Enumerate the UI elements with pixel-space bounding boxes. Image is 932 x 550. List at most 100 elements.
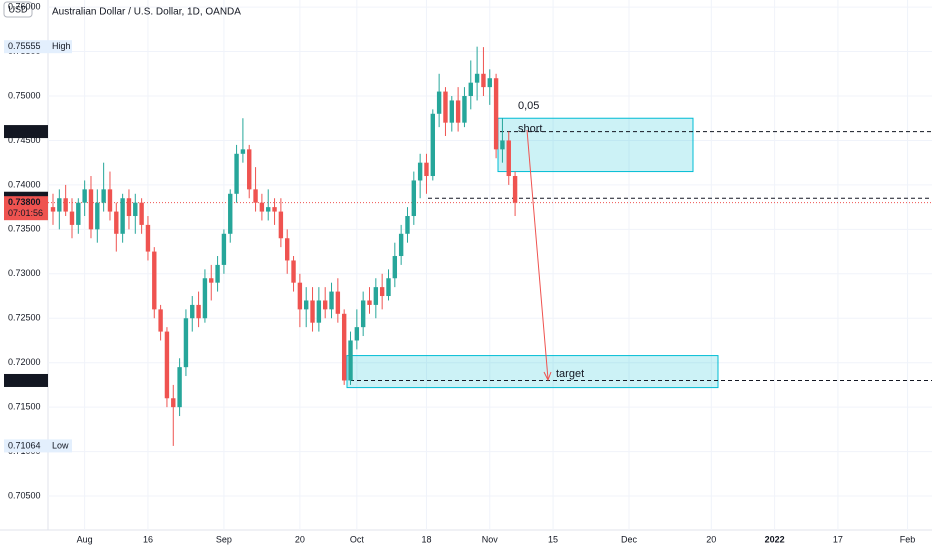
candle-body: [221, 233, 227, 265]
trend-arrow: [526, 129, 549, 380]
price-label-box: [4, 125, 48, 139]
candle-body: [209, 278, 214, 283]
currency: USD: [8, 4, 28, 14]
candle-body: [139, 202, 144, 225]
candle-body: [253, 189, 258, 203]
candle-body: [152, 251, 157, 310]
candle-body: [82, 189, 87, 203]
price-label-box: [4, 40, 48, 54]
price-label: 0.73800: [8, 197, 41, 207]
candle-body: [335, 291, 341, 314]
candle-body: [272, 207, 277, 212]
y-tick-label: 0.75000: [8, 90, 41, 100]
candle-body: [462, 96, 467, 123]
candle-body: [297, 282, 303, 310]
x-tick-label: 2022: [765, 534, 785, 544]
candle-body: [234, 153, 239, 194]
candle-body: [145, 224, 151, 252]
price-label: 0.74600: [8, 126, 41, 136]
candle-body: [348, 340, 353, 381]
price-tag-box: [48, 439, 72, 453]
candle-body: [360, 300, 366, 328]
x-tick-label: Feb: [900, 534, 916, 544]
candle-body: [107, 189, 113, 212]
candle-body: [316, 300, 322, 323]
candle-body: [468, 82, 473, 97]
y-tick-label: 0.70500: [8, 490, 41, 500]
candle-body: [215, 264, 220, 283]
candle-body: [158, 309, 163, 332]
candle-body: [310, 300, 315, 323]
y-tick-label: 0.73000: [8, 268, 41, 278]
x-tick-label: Dec: [621, 534, 638, 544]
candle-body: [190, 304, 195, 319]
candle-body: [506, 140, 511, 177]
y-tick-label: 0.74500: [8, 135, 41, 145]
candle-body: [240, 149, 246, 154]
candle-body: [487, 78, 492, 88]
x-tick-label: Nov: [482, 534, 499, 544]
annotation: target: [556, 368, 584, 380]
candle-body: [133, 202, 138, 217]
candle-body: [266, 207, 271, 212]
price-tag: High: [52, 41, 71, 51]
candle-body: [183, 318, 189, 368]
x-tick-label: Sep: [216, 534, 232, 544]
candle-body: [411, 180, 417, 217]
candle-body: [114, 211, 119, 234]
currency-badge[interactable]: [3, 1, 33, 18]
x-tick-label: 20: [295, 534, 305, 544]
candle-body: [247, 149, 252, 190]
candle-body: [171, 398, 176, 408]
y-tick-label: 0.71500: [8, 402, 41, 412]
candle-body: [88, 189, 94, 230]
candle-body: [341, 313, 347, 381]
annotation: short: [518, 123, 542, 135]
arrow-head: [543, 371, 552, 382]
x-tick-label: 18: [421, 534, 431, 544]
candle-body: [69, 211, 75, 225]
x-tick-label: 16: [143, 534, 153, 544]
candle-body: [405, 216, 410, 234]
candle-body: [278, 211, 284, 239]
candle-body: [259, 202, 265, 212]
y-tick-label: 0.73500: [8, 224, 41, 234]
chart-title: Australian Dollar / U.S. Dollar, 1D, OAN…: [52, 7, 241, 18]
candle-body: [291, 260, 296, 283]
candle-body: [202, 278, 208, 319]
candle-body: [481, 73, 486, 88]
candle-body: [512, 176, 518, 203]
candle-body: [76, 202, 81, 225]
price-label-box: [4, 196, 48, 221]
candle-body: [354, 327, 360, 341]
candle-body: [329, 291, 334, 310]
candle-body: [120, 198, 125, 234]
candle-body: [196, 304, 201, 319]
price-label: 0.71800: [8, 375, 41, 385]
candle-body: [443, 91, 448, 123]
y-tick-label: 0.76000: [8, 1, 41, 11]
candle-body: [436, 91, 442, 114]
x-tick-label: Aug: [77, 534, 93, 544]
price-label-box: [4, 439, 48, 453]
candle-body: [57, 198, 62, 212]
candle-body: [500, 140, 505, 150]
candle-body: [50, 207, 56, 212]
candle-body: [285, 238, 290, 261]
candle-body: [304, 300, 309, 310]
candle-body: [373, 287, 379, 305]
candle-body: [177, 367, 182, 408]
candle-body: [164, 331, 170, 399]
candle-body: [386, 278, 391, 297]
candle-body: [95, 202, 100, 230]
candle-body: [474, 73, 480, 83]
candle-body: [367, 300, 372, 305]
candle-body: [449, 100, 454, 123]
x-tick-label: Oct: [350, 534, 365, 544]
plot: [48, 0, 932, 530]
candle-body: [63, 198, 68, 212]
price-tag-box: [48, 40, 72, 54]
countdown: 07:01:56: [8, 208, 43, 218]
candle-body: [126, 198, 132, 217]
